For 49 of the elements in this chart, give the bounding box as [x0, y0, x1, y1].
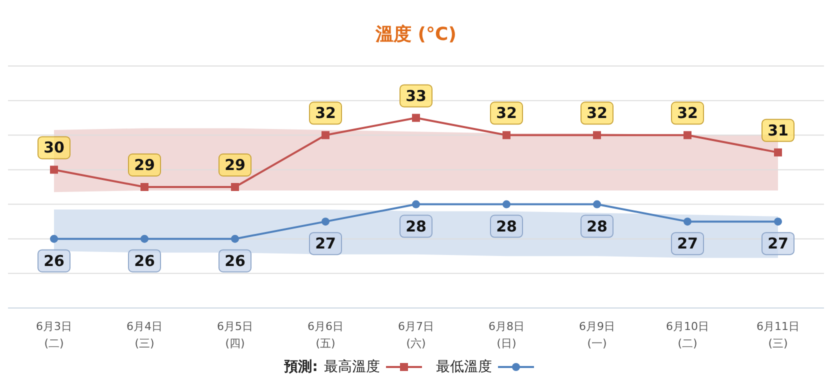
point [322, 131, 330, 140]
point [684, 218, 692, 226]
point [412, 200, 420, 208]
point [231, 234, 239, 243]
data-label: 28 [406, 217, 426, 236]
data-label: 30 [44, 138, 64, 157]
chart-title: 溫度 (°C) [374, 23, 458, 46]
x-tick-label: 6月9日 (一) [579, 320, 615, 350]
point [502, 131, 510, 140]
x-tick-label: 6月11日 (三) [756, 320, 800, 350]
point [684, 131, 692, 140]
point [593, 131, 601, 140]
data-label: 32 [586, 104, 608, 122]
data-label: 27 [315, 234, 336, 253]
data-label: 29 [224, 156, 246, 174]
data-label: 32 [677, 104, 698, 122]
point [50, 234, 58, 243]
point [231, 183, 239, 191]
point [140, 234, 148, 243]
point [593, 200, 601, 208]
data-label: 26 [224, 252, 246, 270]
data-label: 28 [586, 217, 608, 236]
x-tick-label: 6月8日 (日) [488, 320, 524, 350]
point [502, 200, 510, 208]
point [322, 218, 330, 226]
point [412, 114, 420, 122]
x-tick-label: 6月7日 (六) [398, 320, 434, 350]
legend-title: 預測: [284, 358, 318, 376]
data-label: 31 [768, 121, 788, 140]
point [774, 148, 782, 156]
x-tick-label: 6月3日 (二) [36, 320, 72, 350]
data-label: 32 [315, 104, 336, 122]
legend-label: 最高溫度 [324, 358, 380, 376]
point [140, 183, 148, 191]
legend-label: 最低溫度 [436, 358, 492, 376]
x-tick-label: 6月10日 (二) [666, 320, 709, 350]
data-label: 33 [406, 86, 426, 105]
data-label: 28 [496, 217, 517, 236]
data-label: 32 [496, 104, 517, 122]
x-tick-label: 6月4日 (三) [126, 320, 162, 350]
data-label: 27 [677, 234, 698, 253]
data-label: 29 [134, 156, 155, 174]
point [50, 166, 58, 174]
x-tick-label: 6月5日 (四) [217, 320, 253, 350]
data-label: 27 [768, 234, 788, 253]
x-tick-label: 6月6日 (五) [308, 320, 344, 350]
data-label: 26 [44, 252, 64, 270]
data-label: 26 [134, 252, 155, 270]
point [774, 218, 782, 226]
